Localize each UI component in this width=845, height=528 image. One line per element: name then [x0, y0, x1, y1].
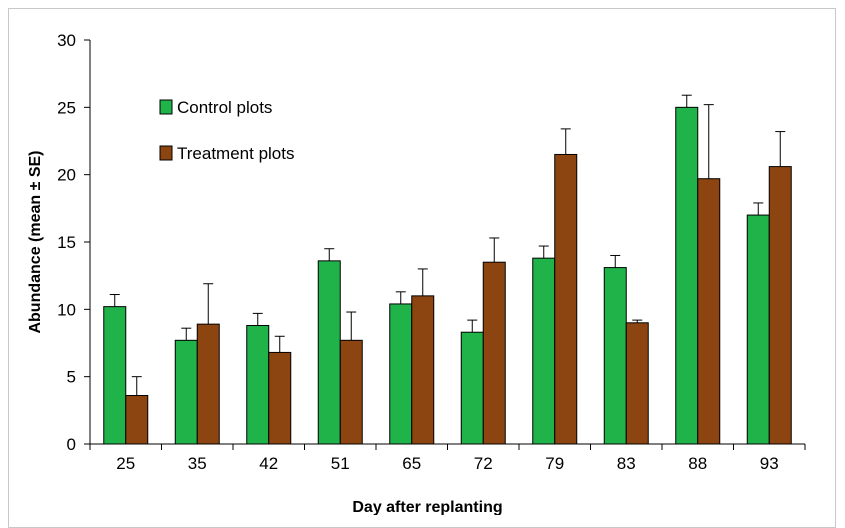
- bar-control: [103, 306, 127, 445]
- y-tick-label: 15: [57, 233, 76, 252]
- bar-control: [460, 331, 484, 445]
- x-tick-label: 25: [116, 454, 135, 473]
- bar-treatment: [125, 395, 149, 445]
- bar-treatment: [697, 178, 721, 445]
- bar-control: [174, 339, 198, 445]
- y-axis-title: Abundance (mean ± SE): [27, 150, 44, 333]
- bar-control: [603, 267, 627, 445]
- x-ticks: 25 35 42 51 65 72 79 83 88 93: [89, 444, 806, 473]
- legend-swatch-treatment: [159, 145, 173, 161]
- y-tick-label: 30: [57, 31, 76, 50]
- x-tick-label: 65: [402, 454, 421, 473]
- x-tick-label: 83: [617, 454, 636, 473]
- bar-treatment: [411, 295, 435, 445]
- x-tick-label: 72: [474, 454, 493, 473]
- x-tick-label: 42: [259, 454, 278, 473]
- x-axis-title: Day after replanting: [352, 499, 502, 515]
- y-tick-label: 10: [57, 300, 76, 319]
- x-tick-label: 88: [688, 454, 707, 473]
- y-ticks: 0 5 10 15 20 25 30: [57, 31, 90, 454]
- bar-chart: 0 5 10 15 20 25 30 25 35 42 51 65 72 79 83 88 93 Abunda…: [27, 31, 806, 515]
- bars: [103, 106, 792, 445]
- bar-treatment: [768, 166, 792, 445]
- legend-label-control: Control plots: [177, 98, 272, 117]
- x-tick-label: 51: [331, 454, 350, 473]
- bar-treatment: [482, 261, 506, 445]
- bar-treatment: [625, 322, 649, 445]
- bar-control: [246, 324, 270, 445]
- bar-treatment: [339, 339, 363, 445]
- bar-control: [532, 257, 556, 445]
- legend-swatch-control: [159, 99, 173, 115]
- bar-control: [746, 214, 770, 445]
- legend: Control plots Treatment plots: [159, 98, 294, 163]
- bar-control: [317, 260, 341, 445]
- y-tick-label: 0: [67, 435, 76, 454]
- x-tick-label: 93: [760, 454, 779, 473]
- bar-treatment: [554, 153, 578, 445]
- bar-control: [675, 106, 699, 445]
- error-bars: [109, 94, 786, 396]
- bar-control: [389, 303, 413, 445]
- bar-treatment: [196, 323, 220, 445]
- y-tick-label: 25: [57, 98, 76, 117]
- y-tick-label: 20: [57, 166, 76, 185]
- x-tick-label: 35: [188, 454, 207, 473]
- y-tick-label: 5: [67, 368, 76, 387]
- legend-label-treatment: Treatment plots: [177, 144, 294, 163]
- bar-treatment: [268, 351, 292, 445]
- x-tick-label: 79: [545, 454, 564, 473]
